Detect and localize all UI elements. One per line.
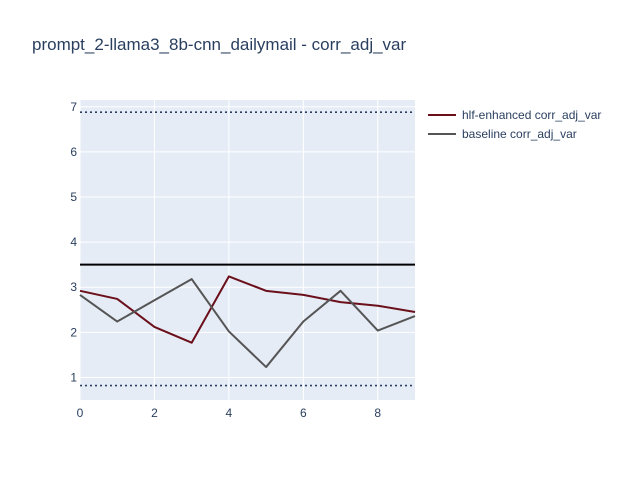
plot-area bbox=[80, 100, 415, 400]
x-tick-label: 8 bbox=[374, 406, 381, 420]
x-tick-label: 2 bbox=[151, 406, 158, 420]
legend-item[interactable]: baseline corr_adj_var bbox=[428, 127, 577, 141]
reference-lines bbox=[80, 111, 415, 387]
x-tick-label: 0 bbox=[77, 406, 84, 420]
y-tick-label: 3 bbox=[70, 280, 77, 294]
y-tick-label: 2 bbox=[70, 325, 77, 339]
x-tick-label: 6 bbox=[300, 406, 307, 420]
chart-title: prompt_2-llama3_8b-cnn_dailymail - corr_… bbox=[32, 35, 407, 54]
y-tick-label: 4 bbox=[70, 235, 77, 249]
y-tick-label: 5 bbox=[70, 190, 77, 204]
series-line-1 bbox=[79, 275, 416, 344]
x-axis-ticks: 0 2 4 6 8 bbox=[77, 406, 382, 420]
x-tick-label: 4 bbox=[226, 406, 233, 420]
y-tick-label: 1 bbox=[70, 370, 77, 384]
legend-label: baseline corr_adj_var bbox=[462, 127, 577, 141]
y-tick-label: 6 bbox=[70, 145, 77, 159]
legend-item[interactable]: hlf-enhanced corr_adj_var bbox=[428, 108, 601, 122]
legend[interactable]: hlf-enhanced corr_adj_var baseline corr_a… bbox=[428, 108, 601, 141]
grid-lines bbox=[79, 100, 415, 400]
legend-label: hlf-enhanced corr_adj_var bbox=[462, 108, 601, 122]
series-lines bbox=[79, 275, 416, 369]
series-line-2 bbox=[79, 278, 416, 369]
y-axis-ticks: 1 2 3 4 5 6 7 bbox=[70, 100, 77, 385]
y-tick-label: 7 bbox=[70, 100, 77, 114]
